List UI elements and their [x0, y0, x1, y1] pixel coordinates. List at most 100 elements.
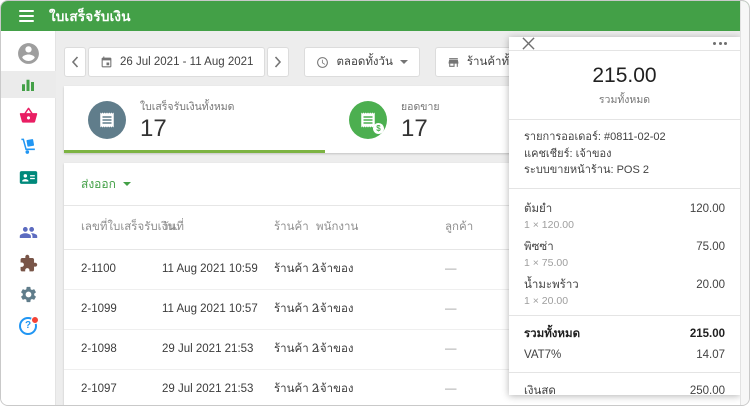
item-qty-price: 1 × 20.00	[524, 294, 569, 307]
total-amount: 215.00	[689, 327, 725, 340]
store-icon	[447, 56, 460, 69]
cell-employee: เจ้าของ	[315, 289, 444, 330]
contact-card-icon	[19, 168, 38, 187]
sidebar-item-inventory[interactable]	[1, 133, 56, 160]
table-row[interactable]: 2-1098 29 Jul 2021 21:53 ร้านค้า 2 เจ้าข…	[64, 329, 740, 370]
divider	[509, 119, 740, 120]
item-qty-price: 1 × 75.00	[524, 256, 569, 269]
sidebar-nav: ?	[1, 31, 56, 405]
cash-label: เงินสด	[524, 384, 556, 397]
receipt-item: พิซซ่า 75.00 1 × 75.00	[524, 238, 725, 269]
export-row: ส่งออก	[64, 163, 740, 206]
top-bar: ใบเสร็จรับเงิน	[1, 1, 749, 31]
sales-receipt-icon: $	[349, 100, 387, 139]
col-header-receipt-no: เลขที่ใบเสร็จรับเงิน.	[64, 206, 178, 250]
hamburger-menu-icon[interactable]	[19, 10, 34, 22]
date-range-label: 26 Jul 2021 - 11 Aug 2021	[120, 56, 254, 68]
receipt-total: 215.00	[592, 64, 657, 87]
cell-employee: เจ้าของ	[315, 369, 444, 405]
help-icon: ?	[19, 315, 39, 335]
sidebar-item-customers[interactable]	[1, 164, 56, 191]
col-header-employee: พนักงาน	[315, 206, 444, 250]
receipt-icon	[88, 100, 126, 139]
table-row[interactable]: 2-1097 29 Jul 2021 21:53 ร้านค้า 2 เจ้าข…	[64, 369, 740, 405]
item-amount: 120.00	[689, 202, 725, 215]
vat-label: VAT7%	[524, 348, 562, 361]
item-name: น้ำมะพร้าว	[524, 278, 579, 291]
item-amount: 75.00	[696, 240, 725, 253]
people-icon	[19, 223, 38, 242]
date-range-button[interactable]: 26 Jul 2021 - 11 Aug 2021	[88, 47, 266, 77]
receipt-totals: รวมทั้งหมด 215.00 VAT7% 14.07	[509, 316, 740, 372]
time-filter-dropdown[interactable]: ตลอดทั้งวัน	[304, 47, 420, 77]
total-label: รวมทั้งหมด	[524, 327, 581, 340]
date-prev-button[interactable]	[64, 47, 86, 77]
gear-icon	[19, 285, 38, 304]
divider	[509, 371, 740, 373]
receipt-item: น้ำมะพร้าว 20.00 1 × 20.00	[524, 276, 725, 307]
summary-tab-sales[interactable]: $ ยอดขาย 17	[325, 86, 586, 153]
cell-employee: เจ้าของ	[315, 329, 444, 370]
sidebar-item-items[interactable]	[1, 102, 56, 129]
panel-header	[509, 37, 740, 50]
sidebar-item-account[interactable]	[1, 40, 56, 67]
chevron-right-icon	[274, 56, 282, 68]
receipt-payments: เงินสด 250.00 เงินทอน 35.00	[509, 373, 740, 406]
divider	[509, 50, 740, 51]
more-options-icon[interactable]	[713, 38, 727, 49]
receipt-total-label: รวมทั้งหมด	[598, 94, 651, 106]
col-header-store: ร้านค้า	[273, 206, 315, 250]
receipt-item: ต้มยำ 120.00 1 × 120.00	[524, 200, 725, 231]
divider	[509, 187, 740, 189]
item-name: ต้มยำ	[524, 202, 553, 215]
cell-date: 11 Aug 2021 10:57	[161, 289, 273, 330]
cell-receipt-no: 2-1099	[64, 289, 161, 330]
sidebar-item-employees[interactable]	[1, 219, 56, 246]
calendar-icon	[100, 56, 113, 69]
notification-badge	[31, 315, 39, 324]
receipt-items: ต้มยำ 120.00 1 × 120.00 พิซซ่า 75.00 1 ×…	[509, 189, 740, 315]
receipt-detail-panel: 215.00 รวมทั้งหมด รายการออเดอร์: #0811-0…	[509, 37, 740, 397]
panel-total-block: 215.00 รวมทั้งหมด	[509, 51, 740, 119]
sidebar-item-reports[interactable]	[1, 71, 56, 98]
item-qty-price: 1 × 120.00	[524, 218, 574, 231]
cashier-line: แคชเชียร์: เจ้าของ	[524, 147, 612, 160]
cell-store: ร้านค้า 2	[273, 289, 318, 330]
account-circle-icon	[16, 41, 41, 66]
summary-value: 17	[401, 115, 428, 142]
cell-receipt-no: 2-1100	[64, 249, 161, 290]
cell-store: ร้านค้า 2	[273, 329, 318, 370]
summary-tab-receipts[interactable]: ใบเสร็จรับเงินทั้งหมด 17	[64, 86, 325, 153]
sidebar-item-integrations[interactable]	[1, 250, 56, 277]
cash-amount: 250.00	[689, 384, 725, 397]
sidebar-item-settings[interactable]	[1, 281, 56, 308]
cell-date: 29 Jul 2021 21:53	[161, 369, 273, 405]
summary-label: ใบเสร็จรับเงินทั้งหมด	[140, 101, 235, 113]
puzzle-icon	[19, 254, 38, 273]
cell-receipt-no: 2-1098	[64, 329, 161, 370]
clock-icon	[316, 56, 329, 69]
divider	[509, 314, 740, 316]
cell-store: ร้านค้า 2	[273, 369, 318, 405]
cell-date: 11 Aug 2021 10:59	[161, 249, 273, 290]
col-header-date: วันที่	[161, 206, 273, 250]
cell-receipt-no: 2-1097	[64, 369, 161, 405]
vat-amount: 14.07	[696, 348, 725, 361]
close-icon[interactable]	[522, 37, 535, 50]
caret-down-icon[interactable]	[122, 182, 131, 186]
export-button[interactable]: ส่งออก	[81, 176, 116, 191]
pos-line: ระบบขายหน้าร้าน: POS 2	[524, 164, 649, 176]
cell-store: ร้านค้า 2	[273, 249, 318, 290]
date-next-button[interactable]	[267, 47, 290, 77]
basket-icon	[19, 106, 38, 125]
chevron-left-icon	[71, 56, 79, 68]
hand-truck-icon	[19, 137, 38, 156]
item-name: พิซซ่า	[524, 240, 554, 253]
caret-down-icon	[399, 60, 408, 64]
receipt-info-block: รายการออเดอร์: #0811-02-02 แคชเชียร์: เจ…	[509, 120, 740, 188]
sidebar-item-help[interactable]: ?	[1, 312, 56, 339]
summary-value: 17	[140, 115, 167, 142]
scrollbar[interactable]	[740, 1, 749, 405]
cell-employee: เจ้าของ	[315, 249, 444, 290]
